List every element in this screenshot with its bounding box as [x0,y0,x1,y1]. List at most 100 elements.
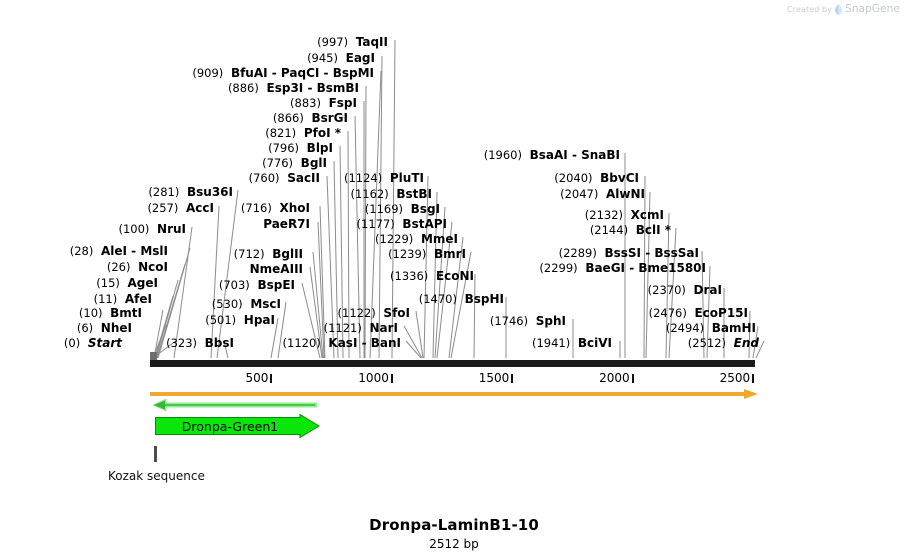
site-enzyme-name: PluTI [389,171,424,185]
site-enzyme-name: HpaI [243,313,275,327]
watermark-brand-label: SnapGene [845,3,900,15]
restriction-site-label[interactable]: (2476) EcoP15I [428,307,748,319]
site-enzyme-name: Bsu36I [187,185,233,199]
restriction-site-label[interactable]: PaeR7I [0,218,310,230]
site-position: (10) [78,306,103,320]
site-position: (2370) [647,283,686,297]
site-position: (2040) [554,171,593,185]
site-position: (6) [76,321,94,335]
restriction-site-label[interactable]: (323) BbsI [0,337,234,349]
restriction-site-label[interactable]: (2370) DraI [402,284,722,296]
site-enzyme-name: Start [87,336,122,350]
site-enzyme-name: BglII [272,247,303,261]
restriction-site-label[interactable]: (6) NheI [0,322,132,334]
restriction-site-label[interactable]: (760) SacII [0,172,320,184]
restriction-site-label[interactable]: (909) BfuAI - PaqCI - BspMI [54,67,374,79]
sequence-backbone[interactable] [150,360,755,367]
restriction-site-label[interactable]: (712) BglII [0,248,303,260]
restriction-site-label[interactable]: (1941) BciVI [292,337,612,349]
restriction-site-label[interactable]: (281) Bsu36I [0,186,233,198]
restriction-site-label[interactable]: (15) AgeI [0,277,158,289]
restriction-site-label[interactable]: (1336) EcoNI [154,270,474,282]
site-enzyme-name: BciVI [577,336,612,350]
restriction-site-label[interactable]: (1239) BmrI [146,248,466,260]
restriction-site-label[interactable]: (530) MscI [0,298,281,310]
site-position: (15) [96,276,120,290]
restriction-site-label[interactable]: (2047) AlwNI [325,188,645,200]
restriction-site-label[interactable]: (2144) BclI * [351,224,671,236]
restriction-site-label[interactable]: (1229) MmeI [138,233,458,245]
site-enzyme-name: BmrI [433,247,466,261]
watermark-created-by-label: Created by [787,4,833,14]
restriction-site-label[interactable]: (501) HpaI [0,314,275,326]
restriction-site-label[interactable]: (1124) PluTI [104,172,424,184]
restriction-site-label[interactable]: (796) BlpI [13,142,333,154]
restriction-site-label[interactable]: (883) FspI [37,97,357,109]
ruler-tick [270,374,273,383]
site-position: (1124) [344,171,383,185]
restriction-site-label[interactable]: (866) BsrGI [28,112,348,124]
site-position: (2299) [539,261,578,275]
site-position: (2047) [560,187,599,201]
full-length-orange-arrow[interactable] [150,388,758,400]
site-position: (712) [233,247,265,261]
restriction-site-label[interactable]: (1169) BsgI [120,203,440,215]
restriction-site-label[interactable]: (703) BspEI [0,279,295,291]
restriction-site-label[interactable]: (776) BglI [7,157,327,169]
site-enzyme-name: End [733,336,759,350]
restriction-site-label[interactable]: (28) AleI - MslI [0,245,168,257]
site-enzyme-name: FspI [328,96,357,110]
restriction-site-label[interactable]: (1960) BsaAI - SnaBI [300,149,620,161]
restriction-site-label[interactable]: (0) Start [0,337,122,349]
site-enzyme-name: BfuAI - PaqCI - BspMI [230,66,374,80]
site-enzyme-name: BstBI [396,187,432,201]
restriction-site-label[interactable]: (1121) NarI [78,322,398,334]
restriction-site-label[interactable]: (886) Esp3I - BsmBI [39,82,359,94]
restriction-site-label[interactable]: (1122) SfoI [90,307,410,319]
restriction-site-label[interactable]: (1177) BstAPI [127,218,447,230]
site-position: (760) [248,171,280,185]
site-position: (2132) [584,208,624,222]
restriction-site-label[interactable]: (26) NcoI [0,261,168,273]
restriction-site-label[interactable]: (2040) BbvCI [319,172,639,184]
site-position: (0) [63,336,81,350]
site-position: (530) [211,297,243,311]
restriction-site-label[interactable]: (11) AfeI [0,293,152,305]
restriction-site-label[interactable]: (2132) XcmI [344,209,664,221]
restriction-site-label[interactable]: (100) NruI [0,223,186,235]
restriction-site-label[interactable]: (1470) BspHI [184,293,504,305]
restriction-site-label[interactable]: (716) XhoI [0,202,310,214]
feature-gene-arrow[interactable] [155,414,320,438]
site-enzyme-name: BbvCI [600,171,639,185]
restriction-site-label[interactable]: (1746) SphI [246,315,566,327]
site-enzyme-name: AleI - MslI [100,244,168,258]
restriction-site-label[interactable]: (997) TaqII [68,36,388,48]
restriction-site-label[interactable]: (2494) BamHI [436,322,756,334]
restriction-site-label[interactable]: NmeAIII [0,263,303,275]
site-position: (1960) [483,148,522,162]
site-enzyme-name: AgeI [127,276,158,290]
restriction-site-label[interactable]: (1162) BstBI [112,188,432,200]
restriction-site-label[interactable]: (2299) BaeGI - Bme1580I [386,262,706,274]
restriction-site-label[interactable]: (1120) KasI - BanI [81,337,401,349]
ruler-tick [752,374,755,383]
restriction-site-label[interactable]: (2512) End [439,337,759,349]
site-enzyme-name: AfeI [124,292,152,306]
restriction-site-label[interactable]: (821) PfoI * [21,127,341,139]
site-enzyme-name: AlwNI [606,187,645,201]
restriction-site-label[interactable]: (10) BmtI [0,307,142,319]
ruler-tick-label: 2000 [599,371,630,385]
ruler-tick-label: 1000 [358,371,389,385]
site-position: (1470) [418,292,457,306]
reverse-feature-arrow[interactable] [152,398,317,412]
site-enzyme-name: BbsI [204,336,234,350]
site-enzyme-name: BamHI [711,321,756,335]
site-enzyme-name: BglI [300,156,327,170]
site-position: (281) [148,185,180,199]
restriction-site-label[interactable]: (2289) BssSI - BssSaI [379,247,699,259]
kozak-sequence-tick[interactable] [154,446,157,462]
site-position: (1169) [364,202,404,216]
site-position: (866) [272,111,304,125]
restriction-site-label[interactable]: (945) EagI [55,52,375,64]
restriction-site-label[interactable]: (257) AccI [0,202,214,214]
